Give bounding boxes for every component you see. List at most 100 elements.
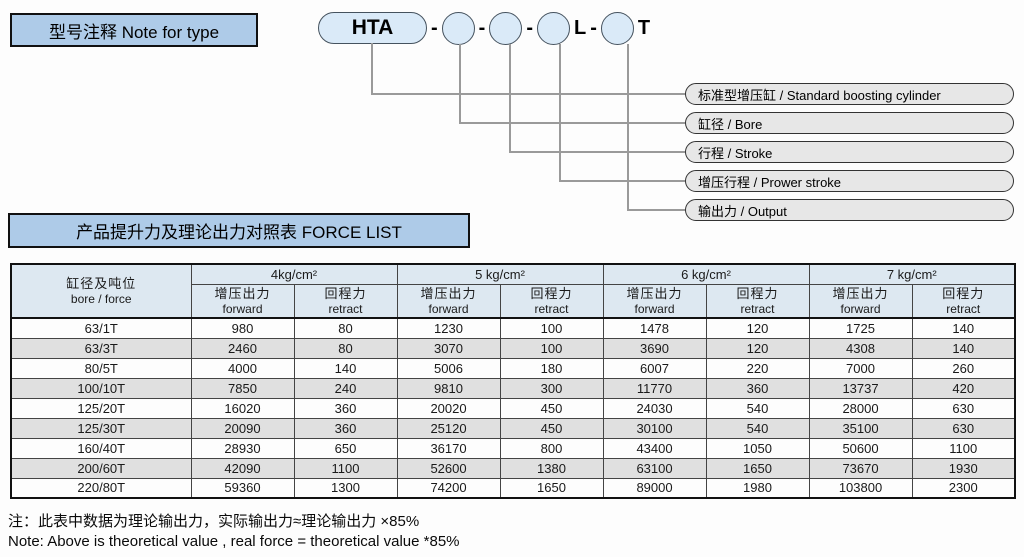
value-cell: 1980 [705, 477, 810, 499]
connector-hline [627, 209, 685, 211]
value-cell: 52600 [396, 457, 501, 479]
connector-vline [559, 44, 561, 181]
subheader-cn: 增压出力 [420, 285, 477, 301]
subheader-cn: 增压出力 [626, 285, 683, 301]
callout-power-stroke: 增压行程 / Prower stroke [685, 170, 1014, 192]
value-cell: 450 [499, 397, 604, 419]
value-cell: 28930 [190, 437, 295, 459]
value-cell: 36170 [396, 437, 501, 459]
model-stroke-circle [489, 11, 523, 45]
value-cell: 360 [293, 417, 398, 439]
corner-header-cell: 缸径及吨位 bore / force [10, 263, 192, 319]
connector-vline [371, 43, 373, 94]
corner-header-cn: 缸径及吨位 [66, 276, 137, 291]
subheader-en: forward [634, 301, 675, 316]
subheader-en: forward [222, 301, 263, 316]
subheader-cn: 增压出力 [832, 285, 889, 301]
value-cell: 2300 [911, 477, 1016, 499]
value-cell: 420 [911, 377, 1016, 399]
value-cell: 6007 [602, 357, 707, 379]
table-row: 160/40T 28930 650 36170 800 43400 1050 50600 110… [10, 437, 1016, 459]
connector-hline [459, 122, 685, 124]
bore-cell: 160/40T [10, 437, 192, 459]
subheader-cn: 回程力 [942, 285, 985, 301]
value-cell: 1230 [396, 317, 501, 339]
subheader-forward: 增压出力 forward [602, 283, 707, 319]
model-output-circle [600, 11, 634, 45]
value-cell: 980 [190, 317, 295, 339]
connector-vline [459, 44, 461, 123]
bore-cell: 125/20T [10, 397, 192, 419]
footnote-line-cn: 注：此表中数据为理论输出力，实际输出力≈理论输出力 ×85% [8, 513, 420, 530]
model-power-stroke-circle [537, 11, 571, 45]
value-cell: 7000 [808, 357, 913, 379]
connector-vline [627, 44, 629, 210]
value-cell: 540 [705, 397, 810, 419]
value-cell: 630 [911, 397, 1016, 419]
subheader-cn: 增压出力 [214, 285, 271, 301]
value-cell: 140 [911, 317, 1016, 339]
connector-vline [509, 44, 511, 152]
table-row: 125/20T 16020 360 20020 450 24030 540 28000 630 [10, 397, 1016, 419]
footnote: 注：此表中数据为理论输出力，实际输出力≈理论输出力 ×85% Note: Abo… [8, 512, 460, 552]
value-cell: 4000 [190, 357, 295, 379]
subheader-cn: 回程力 [324, 285, 367, 301]
value-cell: 300 [499, 377, 604, 399]
value-cell: 1100 [293, 457, 398, 479]
value-cell: 800 [499, 437, 604, 459]
subheader-retract: 回程力 retract [911, 283, 1016, 319]
model-dash: - [590, 16, 597, 39]
value-cell: 1300 [293, 477, 398, 499]
subheader-en: retract [328, 301, 363, 316]
subheader-en: retract [534, 301, 569, 316]
value-cell: 3070 [396, 337, 501, 359]
value-cell: 103800 [808, 477, 913, 499]
subheader-retract: 回程力 retract [499, 283, 604, 319]
table-row: 100/10T 7850 240 9810 300 11770 360 13737 420 [10, 377, 1016, 399]
value-cell: 1725 [808, 317, 913, 339]
value-cell: 1380 [499, 457, 604, 479]
value-cell: 7850 [190, 377, 295, 399]
pressure-group-header: 4kg/cm² [190, 263, 398, 285]
value-cell: 20020 [396, 397, 501, 419]
value-cell: 25120 [396, 417, 501, 439]
bore-cell: 100/10T [10, 377, 192, 399]
subheader-en: forward [840, 301, 881, 316]
value-cell: 80 [293, 317, 398, 339]
model-code-diagram: HTA - - - L - T [318, 11, 650, 45]
value-cell: 1650 [499, 477, 604, 499]
subheader-en: retract [946, 301, 981, 316]
model-dash: - [526, 16, 534, 39]
subheader-forward: 增压出力 forward [396, 283, 501, 319]
value-cell: 13737 [808, 377, 913, 399]
value-cell: 11770 [602, 377, 707, 399]
value-cell: 59360 [190, 477, 295, 499]
table-row: 63/3T 2460 80 3070 100 3690 120 4308 140 [10, 337, 1016, 359]
value-cell: 360 [293, 397, 398, 419]
value-cell: 4308 [808, 337, 913, 359]
value-cell: 220 [705, 357, 810, 379]
value-cell: 74200 [396, 477, 501, 499]
value-cell: 1650 [705, 457, 810, 479]
subheader-cn: 回程力 [736, 285, 779, 301]
callout-output: 输出力 / Output [685, 199, 1014, 221]
bore-cell: 63/3T [10, 337, 192, 359]
value-cell: 540 [705, 417, 810, 439]
footnote-line-en: Note: Above is theoretical value , real … [8, 533, 460, 550]
value-cell: 120 [705, 317, 810, 339]
model-suffix-t: T [637, 16, 651, 39]
value-cell: 240 [293, 377, 398, 399]
value-cell: 3690 [602, 337, 707, 359]
connector-hline [371, 93, 685, 95]
force-table: 缸径及吨位 bore / force 4kg/cm² 5 kg/cm² 6 kg/cm²… [10, 263, 1017, 499]
model-dash: - [431, 16, 438, 39]
value-cell: 360 [705, 377, 810, 399]
value-cell: 100 [499, 337, 604, 359]
value-cell: 30100 [602, 417, 707, 439]
value-cell: 16020 [190, 397, 295, 419]
table-row: 63/1T 980 80 1230 100 1478 120 1725 140 [10, 317, 1016, 339]
table-row: 200/60T 42090 1100 52600 1380 63100 1650 73670 1… [10, 457, 1016, 479]
connector-hline [509, 151, 685, 153]
value-cell: 50600 [808, 437, 913, 459]
